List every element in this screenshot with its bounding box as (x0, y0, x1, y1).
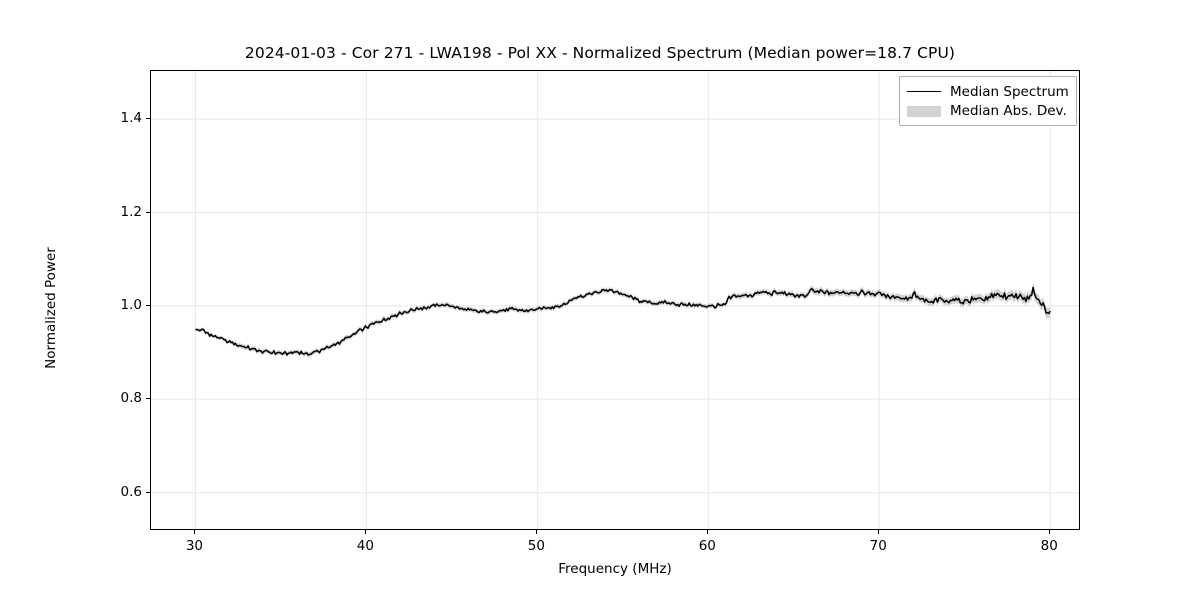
y-tick-label: 0.6 (120, 483, 142, 500)
y-tick-label: 0.8 (120, 390, 142, 407)
legend-item-median-abs-dev: Median Abs. Dev. (907, 101, 1069, 120)
x-tick-mark (365, 530, 367, 534)
x-tick-mark (1049, 530, 1051, 534)
y-tick-label: 1.2 (120, 203, 142, 220)
y-tick-mark (146, 211, 150, 213)
legend-label: Median Spectrum (950, 83, 1069, 100)
y-tick-mark (146, 398, 150, 400)
y-tick-label: 1.0 (120, 296, 142, 313)
x-tick-mark (707, 530, 709, 534)
x-tick-mark (194, 530, 196, 534)
plot-area (150, 70, 1080, 530)
y-tick-label: 1.4 (120, 110, 142, 127)
x-tick-label: 50 (527, 538, 545, 554)
median-abs-dev-band (195, 282, 1051, 358)
legend-patch-icon (907, 104, 941, 118)
x-tick-mark (536, 530, 538, 534)
plot-svg (151, 71, 1079, 529)
x-tick-mark (878, 530, 880, 534)
x-tick-label: 40 (356, 538, 374, 554)
legend-line-icon (907, 85, 941, 99)
legend-item-median-spectrum: Median Spectrum (907, 82, 1069, 101)
x-axis-label: Frequency (MHz) (558, 561, 672, 577)
page-title: 2024-01-03 - Cor 271 - LWA198 - Pol XX -… (244, 44, 956, 62)
y-axis-ticks: 0.6 0.8 1.0 1.2 1.4 (92, 70, 142, 530)
legend-label: Median Abs. Dev. (950, 102, 1067, 119)
median-spectrum-line (195, 286, 1051, 356)
y-tick-mark (146, 118, 150, 120)
x-tick-label: 60 (698, 538, 716, 554)
y-axis-label: Normalized Power (43, 247, 59, 369)
legend: Median Spectrum Median Abs. Dev. (899, 76, 1077, 126)
x-tick-label: 80 (1040, 538, 1058, 554)
grid-lines (151, 71, 1079, 529)
x-tick-label: 30 (185, 538, 204, 554)
y-tick-mark (146, 304, 150, 306)
x-axis-ticks: 30 40 50 60 70 80 (150, 530, 1080, 560)
x-tick-label: 70 (869, 538, 887, 554)
y-tick-mark (146, 491, 150, 493)
